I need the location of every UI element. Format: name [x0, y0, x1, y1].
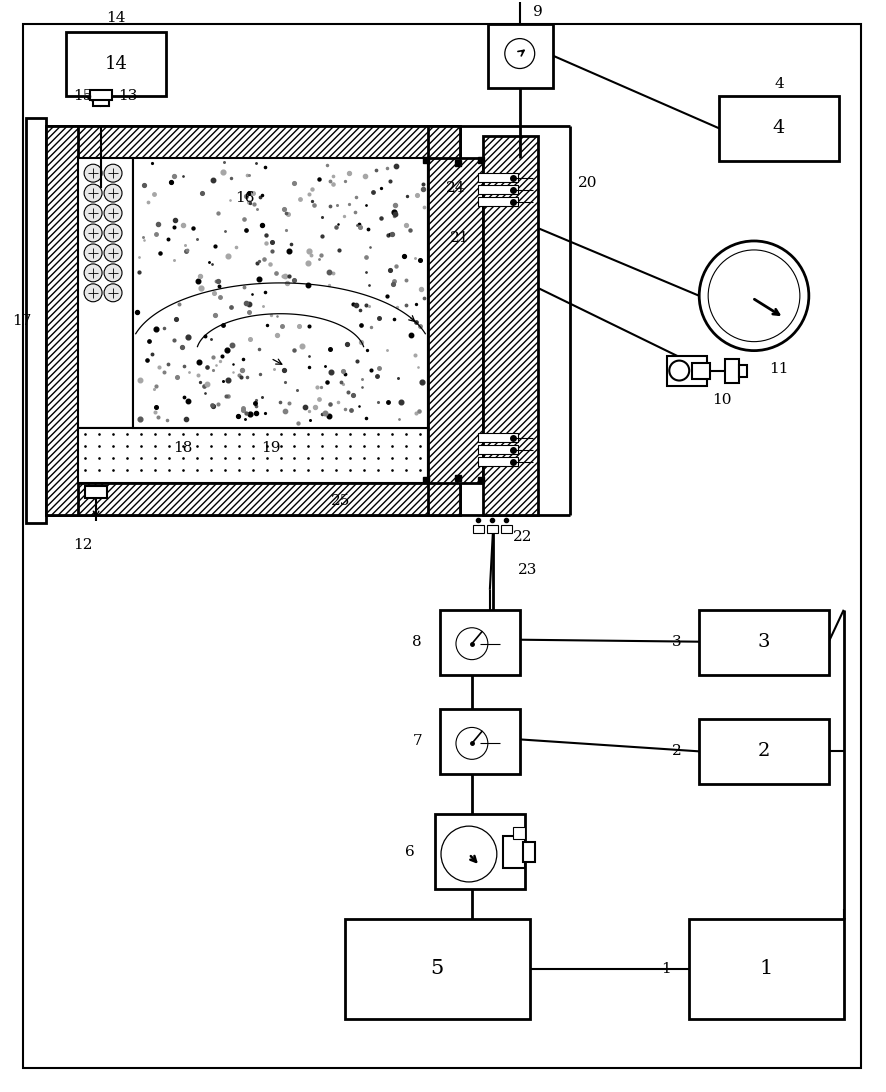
- Bar: [66, 32, 166, 96]
- Circle shape: [84, 224, 102, 242]
- Circle shape: [104, 204, 122, 222]
- Bar: [478, 446, 517, 454]
- Bar: [692, 363, 711, 379]
- Circle shape: [84, 185, 102, 202]
- Bar: [478, 186, 517, 194]
- Circle shape: [84, 244, 102, 262]
- Bar: [523, 842, 535, 862]
- Text: 6: 6: [405, 845, 415, 859]
- Bar: [483, 136, 538, 515]
- Circle shape: [505, 38, 535, 69]
- Bar: [488, 24, 553, 88]
- Text: 2: 2: [672, 745, 681, 758]
- Circle shape: [84, 204, 102, 222]
- Text: 2: 2: [758, 743, 770, 760]
- Bar: [90, 91, 112, 100]
- Text: 22: 22: [513, 530, 532, 544]
- Circle shape: [708, 250, 800, 342]
- Text: 11: 11: [769, 361, 789, 376]
- Circle shape: [104, 224, 122, 242]
- Text: 4: 4: [774, 78, 784, 92]
- Bar: [133, 158, 428, 428]
- Text: 9: 9: [532, 4, 542, 19]
- Text: 1: 1: [662, 962, 672, 975]
- Text: 23: 23: [518, 562, 538, 577]
- Bar: [46, 483, 460, 515]
- Bar: [440, 710, 520, 774]
- Bar: [478, 458, 517, 466]
- Bar: [725, 358, 739, 382]
- Bar: [501, 525, 512, 533]
- Circle shape: [104, 164, 122, 182]
- Text: 3: 3: [758, 632, 770, 651]
- Text: 12: 12: [74, 538, 93, 551]
- Bar: [719, 96, 839, 162]
- Text: 14: 14: [106, 11, 126, 25]
- Bar: [78, 158, 133, 428]
- Bar: [513, 827, 525, 839]
- Bar: [428, 158, 483, 483]
- Text: 20: 20: [578, 176, 597, 190]
- Bar: [346, 918, 530, 1019]
- Bar: [473, 525, 484, 533]
- Circle shape: [84, 164, 102, 182]
- Text: 16: 16: [236, 191, 255, 205]
- Text: 5: 5: [431, 959, 444, 978]
- Text: 25: 25: [330, 495, 350, 508]
- Circle shape: [104, 264, 122, 282]
- Text: 14: 14: [105, 55, 128, 72]
- Bar: [78, 428, 428, 483]
- Circle shape: [104, 244, 122, 262]
- Text: 19: 19: [260, 441, 280, 455]
- Text: 7: 7: [413, 735, 422, 748]
- Circle shape: [104, 185, 122, 202]
- Bar: [46, 127, 78, 515]
- Text: 4: 4: [773, 119, 785, 138]
- Bar: [85, 486, 107, 498]
- Bar: [46, 127, 460, 158]
- Text: 18: 18: [174, 441, 193, 455]
- Text: 21: 21: [450, 232, 470, 245]
- Bar: [78, 158, 428, 483]
- Bar: [93, 98, 109, 106]
- Text: 15: 15: [74, 90, 93, 104]
- Bar: [699, 609, 828, 675]
- Text: 13: 13: [119, 90, 137, 104]
- Circle shape: [699, 241, 809, 351]
- Bar: [689, 918, 843, 1019]
- Text: 17: 17: [12, 313, 31, 328]
- Circle shape: [104, 284, 122, 301]
- Text: 24: 24: [447, 181, 466, 195]
- Bar: [478, 434, 517, 442]
- Bar: [435, 815, 525, 889]
- Bar: [667, 356, 707, 385]
- Circle shape: [456, 727, 488, 759]
- Text: 3: 3: [672, 634, 681, 649]
- Bar: [487, 525, 498, 533]
- Circle shape: [456, 628, 488, 660]
- Circle shape: [669, 360, 689, 380]
- Bar: [699, 720, 828, 784]
- Text: 1: 1: [759, 959, 773, 978]
- Bar: [503, 836, 525, 868]
- Text: 10: 10: [712, 393, 732, 407]
- Text: 8: 8: [413, 634, 422, 649]
- Circle shape: [84, 264, 102, 282]
- Circle shape: [441, 827, 497, 882]
- Bar: [478, 197, 517, 206]
- Bar: [440, 609, 520, 675]
- Bar: [428, 127, 460, 515]
- Bar: [478, 174, 517, 182]
- Circle shape: [84, 284, 102, 301]
- Bar: [27, 118, 46, 523]
- Bar: [739, 365, 747, 377]
